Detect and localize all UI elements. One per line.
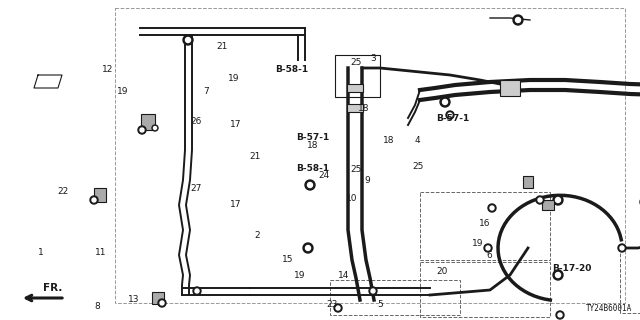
Circle shape xyxy=(538,198,542,202)
Text: 21: 21 xyxy=(216,42,228,51)
Circle shape xyxy=(371,289,375,293)
Text: B-17-20: B-17-20 xyxy=(552,264,591,273)
Circle shape xyxy=(183,35,193,45)
Text: 18: 18 xyxy=(383,136,394,145)
Circle shape xyxy=(448,113,452,117)
Text: 23: 23 xyxy=(326,300,338,309)
Text: 3: 3 xyxy=(370,54,376,63)
Text: 18: 18 xyxy=(358,104,370,113)
Text: 12: 12 xyxy=(102,65,114,74)
Text: 25: 25 xyxy=(351,165,362,174)
Text: 15: 15 xyxy=(282,255,293,264)
Circle shape xyxy=(536,196,544,204)
Circle shape xyxy=(90,196,98,204)
Circle shape xyxy=(488,204,496,212)
Text: TY24B6001A: TY24B6001A xyxy=(586,304,632,313)
Bar xyxy=(330,280,460,315)
Circle shape xyxy=(158,299,166,307)
Text: 19: 19 xyxy=(116,87,128,96)
Circle shape xyxy=(446,111,454,119)
Text: B-57-1: B-57-1 xyxy=(436,114,470,123)
Text: 25: 25 xyxy=(351,58,362,67)
Bar xyxy=(500,80,520,96)
Circle shape xyxy=(193,287,201,295)
Circle shape xyxy=(556,311,564,319)
Circle shape xyxy=(152,125,158,131)
Text: 25: 25 xyxy=(413,162,424,171)
Circle shape xyxy=(303,243,313,253)
Bar xyxy=(115,8,625,303)
Bar xyxy=(141,114,155,130)
Circle shape xyxy=(307,182,312,188)
Text: 24: 24 xyxy=(319,171,330,180)
Circle shape xyxy=(486,246,490,250)
Text: 21: 21 xyxy=(250,152,261,161)
Bar xyxy=(420,262,550,317)
Text: 19: 19 xyxy=(472,239,484,248)
Text: 26: 26 xyxy=(191,117,202,126)
Text: 22: 22 xyxy=(58,188,69,196)
Bar xyxy=(347,104,363,112)
Text: 19: 19 xyxy=(294,271,306,280)
Circle shape xyxy=(440,97,450,107)
Circle shape xyxy=(154,126,157,130)
Text: 1: 1 xyxy=(38,248,44,257)
Circle shape xyxy=(558,313,562,317)
Bar xyxy=(620,248,640,313)
Text: 19: 19 xyxy=(228,74,239,83)
Circle shape xyxy=(160,301,164,305)
Text: 11: 11 xyxy=(95,248,106,257)
Circle shape xyxy=(442,100,447,105)
Text: 17: 17 xyxy=(230,200,242,209)
Text: FR.: FR. xyxy=(43,283,62,293)
Circle shape xyxy=(140,128,144,132)
Text: 27: 27 xyxy=(191,184,202,193)
Text: B-57-1: B-57-1 xyxy=(296,133,329,142)
Text: 14: 14 xyxy=(338,271,349,280)
Bar xyxy=(347,84,363,92)
Circle shape xyxy=(195,289,199,293)
Text: 9: 9 xyxy=(365,176,371,185)
Bar xyxy=(94,188,106,202)
Circle shape xyxy=(305,180,315,190)
Bar xyxy=(420,192,550,260)
Circle shape xyxy=(186,37,191,43)
Circle shape xyxy=(556,197,561,203)
Circle shape xyxy=(336,306,340,310)
Circle shape xyxy=(620,246,624,250)
Circle shape xyxy=(513,15,523,25)
Text: 8: 8 xyxy=(95,302,100,311)
Text: 4: 4 xyxy=(415,136,420,145)
Bar xyxy=(152,292,164,304)
Text: 18: 18 xyxy=(307,141,319,150)
Circle shape xyxy=(305,245,310,251)
Text: 17: 17 xyxy=(230,120,242,129)
Circle shape xyxy=(556,273,561,277)
Circle shape xyxy=(618,244,626,252)
Text: 20: 20 xyxy=(436,267,448,276)
Circle shape xyxy=(490,206,494,210)
Circle shape xyxy=(334,304,342,312)
Bar xyxy=(542,200,554,210)
Bar xyxy=(523,176,533,188)
Text: 5: 5 xyxy=(378,300,383,309)
Text: 6: 6 xyxy=(486,251,492,260)
Circle shape xyxy=(484,244,492,252)
Text: 10: 10 xyxy=(346,194,357,203)
Circle shape xyxy=(553,270,563,280)
Text: 2: 2 xyxy=(255,231,260,240)
Circle shape xyxy=(138,126,146,134)
Text: 16: 16 xyxy=(479,220,490,228)
Circle shape xyxy=(515,18,520,22)
Circle shape xyxy=(369,287,377,295)
Bar xyxy=(335,55,380,97)
Text: B-58-1: B-58-1 xyxy=(296,164,329,173)
Text: 13: 13 xyxy=(128,295,140,304)
Circle shape xyxy=(553,195,563,205)
Text: B-58-1: B-58-1 xyxy=(275,65,308,74)
Circle shape xyxy=(92,198,96,202)
Text: 7: 7 xyxy=(204,87,209,96)
